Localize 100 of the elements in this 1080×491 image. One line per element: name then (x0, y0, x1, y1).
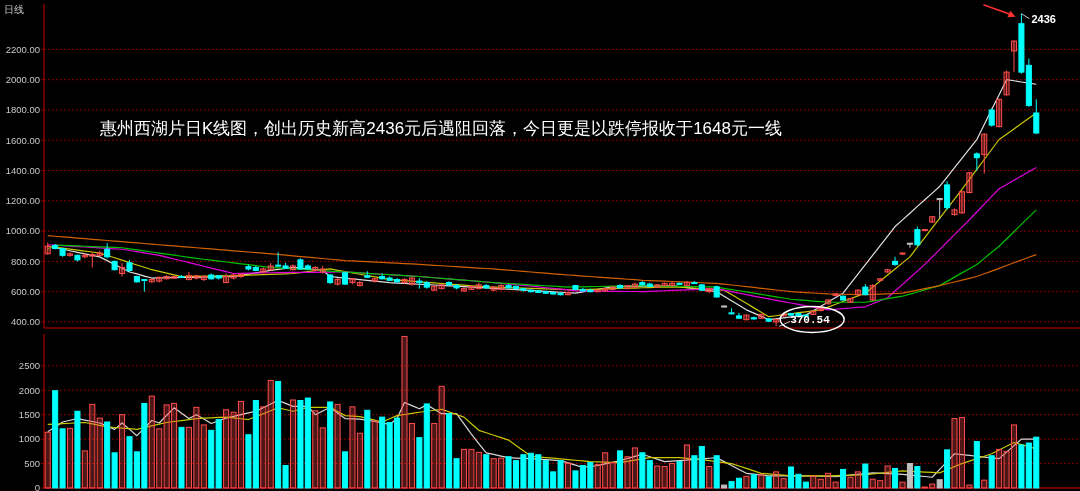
bar (237, 400, 244, 489)
candlestick (706, 287, 713, 294)
candlestick (669, 281, 676, 287)
bar (780, 478, 787, 489)
bar (936, 479, 943, 489)
bar (750, 474, 757, 489)
candlestick (773, 318, 780, 327)
candlestick (825, 298, 832, 306)
bar (475, 451, 482, 489)
bar (327, 401, 334, 489)
bar (408, 422, 415, 489)
bar (854, 471, 861, 489)
bar (981, 479, 988, 489)
candlestick (371, 277, 378, 284)
bar (364, 409, 371, 489)
candlestick (148, 277, 155, 284)
candlestick (683, 280, 690, 287)
bar (706, 465, 713, 489)
candlestick (743, 313, 750, 321)
bar (654, 465, 661, 489)
candlestick (460, 286, 467, 293)
bar (460, 448, 467, 489)
candlestick (312, 265, 319, 272)
candlestick (951, 207, 958, 217)
annotation: 惠州西湖片日K线图，创出历史新高2436元后遇阻回落，今日更是以跌停报收于1648元一线 (99, 119, 782, 138)
candlestick (349, 277, 356, 285)
bar (260, 406, 267, 489)
candlestick (906, 242, 913, 249)
y-tick-label: 2200.00 (5, 43, 40, 55)
bar (334, 403, 341, 489)
candlestick (490, 285, 497, 292)
bar (564, 462, 572, 489)
candlestick (929, 215, 936, 224)
bar (743, 475, 750, 489)
candlestick (193, 274, 200, 281)
bar (594, 464, 601, 489)
candlestick (884, 268, 891, 274)
bar (171, 402, 178, 489)
candlestick (981, 132, 988, 175)
bar (163, 404, 170, 489)
bar (230, 411, 237, 489)
bar (765, 476, 772, 489)
bar (958, 417, 965, 489)
y-tick-label: 500 (24, 457, 40, 469)
candlestick (936, 198, 943, 220)
bar (349, 406, 356, 489)
bar (267, 379, 274, 489)
bar (178, 426, 185, 489)
y-tick-label: 600.00 (10, 285, 40, 297)
bar (96, 417, 103, 489)
candlestick (996, 98, 1003, 128)
candlestick (401, 277, 408, 285)
y-tick-label: 1500 (18, 408, 40, 420)
y-tick-label: 1000.00 (5, 225, 40, 237)
bar (1010, 424, 1018, 489)
bar (825, 472, 832, 489)
bar (669, 463, 676, 489)
candlestick (854, 288, 861, 296)
bar (773, 471, 780, 489)
bar (342, 451, 349, 489)
candlestick (973, 151, 980, 172)
candlestick (431, 285, 438, 292)
candlestick (832, 292, 839, 297)
bar (89, 403, 96, 489)
bar (438, 385, 445, 489)
candlestick (438, 283, 445, 290)
bar (498, 457, 505, 489)
candlestick (260, 266, 267, 274)
candlestick (96, 250, 103, 258)
candlestick (631, 282, 638, 289)
bar (683, 444, 690, 489)
candlestick (408, 276, 415, 287)
line-series (47, 235, 1037, 296)
bar (193, 406, 200, 489)
bar (200, 424, 207, 489)
candlestick (356, 280, 363, 287)
bar (66, 427, 74, 489)
bar (884, 465, 891, 489)
bar (892, 467, 899, 489)
bar (966, 484, 973, 489)
bar (713, 455, 720, 489)
candlestick (163, 274, 170, 281)
bar (468, 448, 475, 489)
bar (862, 463, 869, 489)
y-tick-label: 400.00 (10, 316, 40, 328)
candlestick (156, 276, 163, 284)
candlestick (564, 291, 572, 296)
y-tick-label: 800.00 (10, 255, 40, 267)
candlestick (89, 251, 96, 268)
bar (840, 468, 847, 489)
candlestick (289, 263, 297, 271)
bar (490, 458, 497, 489)
candlestick (758, 313, 765, 320)
bar (1003, 450, 1010, 489)
candlestick (1033, 98, 1040, 135)
candlestick (200, 274, 207, 282)
bar (914, 465, 921, 489)
candlestick (185, 271, 192, 281)
candlestick (237, 273, 244, 279)
y-tick-label: 1800.00 (5, 104, 40, 116)
